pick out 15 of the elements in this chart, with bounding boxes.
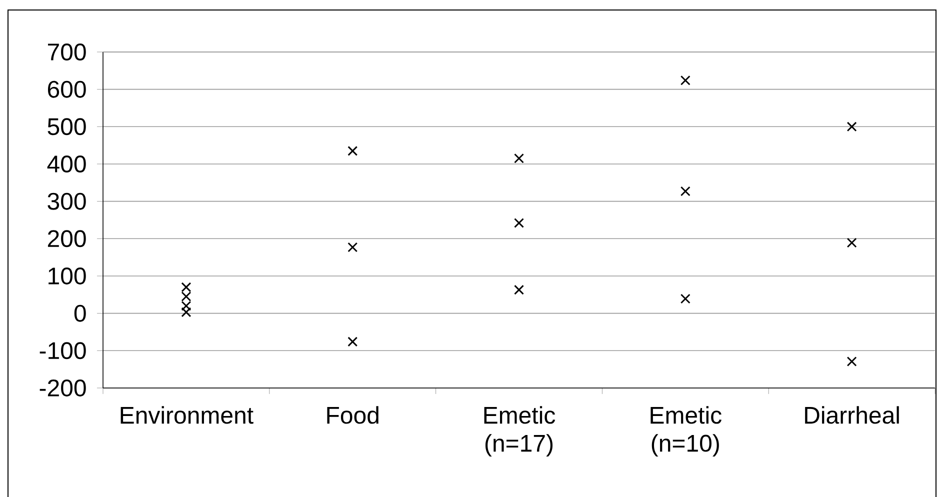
y-tick-label: 200 — [48, 230, 86, 248]
y-tick-label: 600 — [48, 80, 86, 98]
y-tick-label: -100 — [40, 342, 86, 360]
y-tick-label: 100 — [48, 267, 86, 284]
x-tick-label: Environment — [120, 406, 254, 424]
y-tick-label: -200 — [40, 379, 86, 396]
y-tick-label: 300 — [48, 192, 86, 210]
x-tick-label: Food — [327, 406, 378, 424]
y-tick-label: 400 — [47, 155, 86, 172]
x-tick-label: Emetic (n=10) — [650, 406, 722, 457]
y-tick-label: 700 — [48, 43, 86, 60]
x-tick-label: Emetic (n=17) — [484, 406, 556, 457]
y-tick-label: 0 — [74, 304, 86, 322]
x-tick-label: Diarrheal — [805, 406, 899, 424]
y-tick-label: 500 — [48, 118, 86, 136]
